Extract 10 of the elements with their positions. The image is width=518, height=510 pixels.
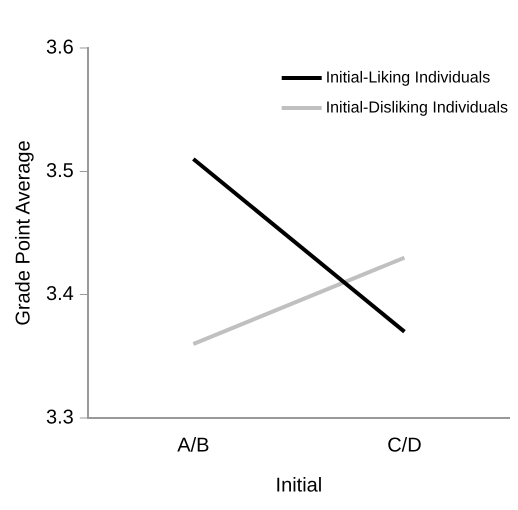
x-axis-title: Initial: [276, 474, 322, 497]
y-axis-title: Grade Point Average: [12, 140, 35, 326]
legend-label: Initial-Disliking Individuals: [326, 99, 508, 116]
y-tick-label: 3.3: [46, 406, 74, 429]
y-tick-label: 3.4: [46, 283, 74, 306]
x-tick-label: C/D: [387, 434, 422, 457]
y-tick-label: 3.6: [46, 36, 74, 59]
y-tick-label: 3.5: [46, 160, 74, 182]
x-tick-label: A/B: [177, 434, 210, 457]
legend-label: Initial-Liking Individuals: [326, 69, 490, 86]
